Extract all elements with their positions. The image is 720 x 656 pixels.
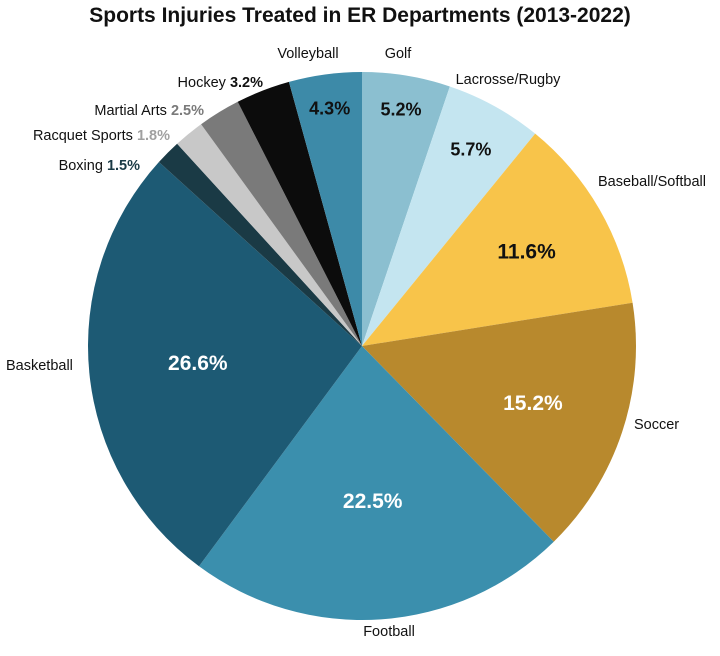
slice-value-racquet-sports: 1.8% — [137, 128, 170, 144]
category-label-basketball: Basketball — [6, 358, 73, 374]
slice-value-golf: 5.2% — [380, 100, 421, 120]
slice-baseball-softball — [362, 133, 633, 346]
slice-soccer — [362, 302, 637, 542]
slice-basketball — [88, 162, 363, 567]
category-name-racquet-sports: Racquet Sports — [33, 128, 137, 144]
category-label-racquet-sports: Racquet Sports 1.8% — [33, 128, 170, 144]
category-label-soccer: Soccer — [634, 417, 679, 433]
slice-value-lacrosse-rugby: 5.7% — [450, 140, 491, 160]
slice-value-soccer: 15.2% — [503, 392, 563, 415]
category-label-football: Football — [363, 624, 415, 640]
slice-hockey — [237, 81, 362, 347]
category-label-lacrosse-rugby: Lacrosse/Rugby — [456, 72, 562, 88]
slice-volleyball — [288, 72, 362, 346]
chart-title: Sports Injuries Treated in ER Department… — [89, 4, 631, 27]
slice-value-baseball-softball: 11.6% — [497, 241, 556, 264]
slice-lacrosse-rugby — [362, 86, 536, 346]
slice-football — [199, 346, 554, 620]
category-name-boxing: Boxing — [59, 158, 107, 174]
slice-martial-arts — [201, 101, 362, 346]
slice-boxing — [158, 143, 362, 346]
pie-labels: 5.2% Golf 5.7% Lacrosse/Rugby 11.6% Baseball/… — [6, 46, 706, 640]
category-label-baseball-softball: Baseball/Softball — [598, 174, 706, 190]
slice-value-basketball: 26.6% — [168, 352, 228, 375]
category-name-hockey: Hockey — [178, 75, 230, 91]
slice-value-martial-arts: 2.5% — [171, 103, 204, 119]
category-label-boxing: Boxing 1.5% — [59, 158, 141, 174]
category-label-golf: Golf — [385, 46, 413, 62]
category-label-hockey: Hockey 3.2% — [178, 75, 264, 91]
category-label-martial-arts: Martial Arts 2.5% — [94, 103, 204, 119]
slice-value-boxing: 1.5% — [107, 158, 140, 174]
slice-golf — [362, 72, 450, 346]
slice-racquet-sports — [177, 124, 362, 346]
slice-value-hockey: 3.2% — [230, 75, 263, 91]
category-name-martial-arts: Martial Arts — [94, 103, 171, 119]
category-label-volleyball: Volleyball — [277, 46, 338, 62]
pie-slices — [88, 72, 637, 620]
slice-value-volleyball: 4.3% — [309, 99, 350, 119]
slice-value-football: 22.5% — [343, 490, 403, 513]
